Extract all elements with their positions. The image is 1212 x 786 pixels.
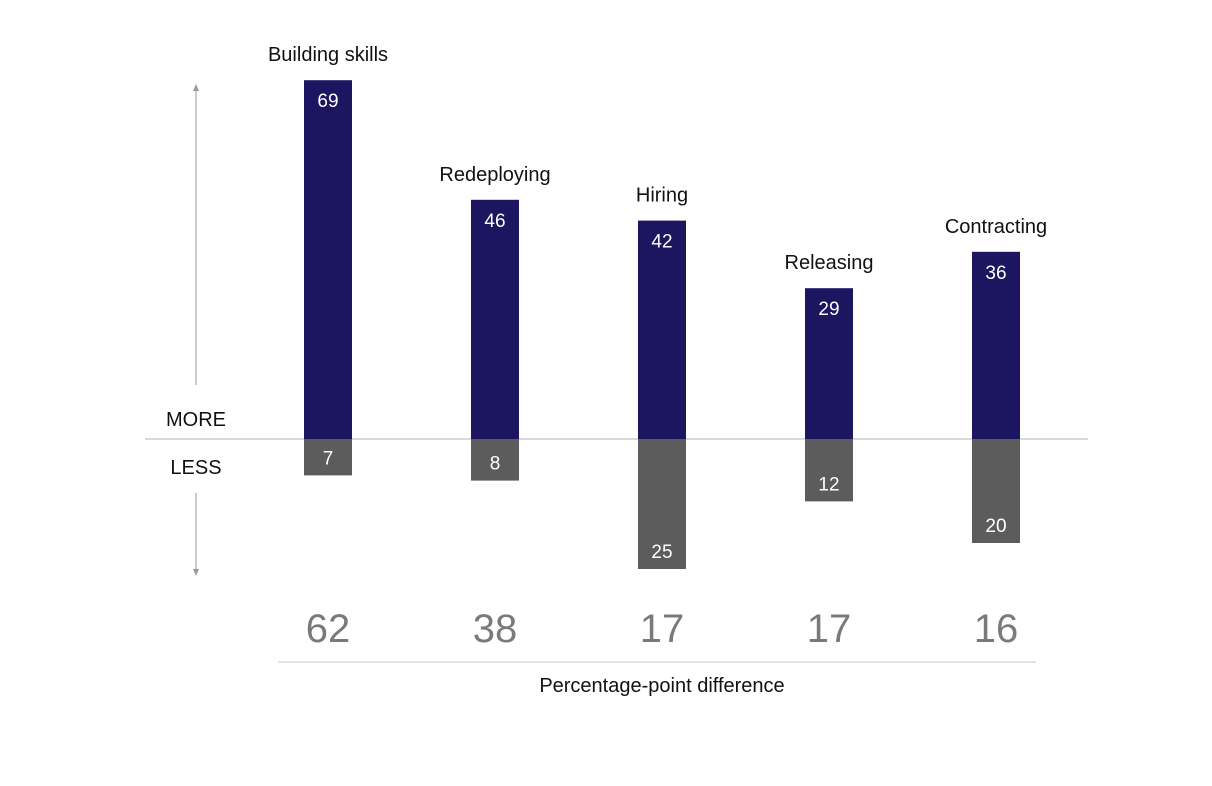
more-arrow-head xyxy=(193,84,199,91)
bar-less-1 xyxy=(471,439,519,481)
bar-more-3 xyxy=(805,288,853,439)
value-label-more-1: 46 xyxy=(484,211,505,232)
bar-more-4 xyxy=(972,251,1020,439)
value-label-less-0: 7 xyxy=(323,448,334,469)
difference-value-2: 17 xyxy=(640,607,685,651)
more-label: MORE xyxy=(166,409,226,431)
category-label-3: Releasing xyxy=(785,252,874,274)
bar-less-4 xyxy=(972,439,1020,543)
value-label-less-4: 20 xyxy=(985,516,1006,537)
value-label-more-4: 36 xyxy=(985,263,1006,284)
difference-axis-label: Percentage-point difference xyxy=(539,675,784,697)
difference-value-1: 38 xyxy=(473,607,518,651)
bar-more-2 xyxy=(638,220,686,439)
value-label-more-3: 29 xyxy=(818,299,839,320)
value-label-less-1: 8 xyxy=(490,454,501,475)
difference-value-4: 16 xyxy=(974,607,1019,651)
category-label-0: Building skills xyxy=(268,44,388,66)
bar-less-0 xyxy=(304,439,352,476)
bar-more-0 xyxy=(304,80,352,439)
less-label: LESS xyxy=(170,457,221,479)
category-label-1: Redeploying xyxy=(439,164,550,186)
bar-more-1 xyxy=(471,199,519,439)
bar-less-2 xyxy=(638,439,686,569)
difference-value-3: 17 xyxy=(807,607,852,651)
bars-group: 69 7 Building skills 62 46 8 Redeploying 38 42 25… xyxy=(268,44,1047,651)
value-label-more-2: 42 xyxy=(651,232,672,253)
difference-value-0: 62 xyxy=(306,607,351,651)
value-label-less-2: 25 xyxy=(651,542,672,563)
category-label-2: Hiring xyxy=(636,185,688,207)
bar-less-3 xyxy=(805,439,853,502)
value-label-more-0: 69 xyxy=(317,91,338,112)
value-label-less-3: 12 xyxy=(818,474,839,495)
less-arrow-head xyxy=(193,569,199,576)
category-label-4: Contracting xyxy=(945,216,1047,238)
